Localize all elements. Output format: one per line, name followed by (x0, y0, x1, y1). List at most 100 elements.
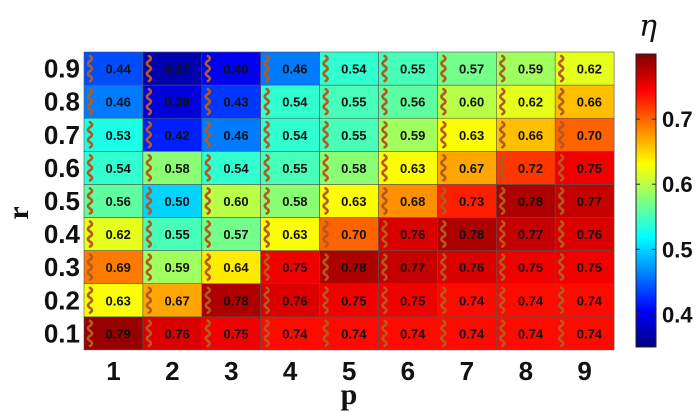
cell-rect (201, 117, 262, 152)
cell-value-label: 0.54 (282, 128, 308, 143)
cell-value-label: 0.74 (577, 326, 603, 341)
cell-value-label: 0.40 (223, 62, 248, 77)
cell-value-label: 0.75 (223, 326, 248, 341)
cell-value-label: 0.74 (282, 326, 308, 341)
polymer-chain-icon (499, 187, 506, 215)
polymer-chain-icon (263, 253, 270, 281)
y-tick-label: 0.7 (44, 120, 80, 150)
heatmap-cell: 0.76 (260, 283, 320, 318)
cell-value-label: 0.54 (341, 62, 367, 77)
polymer-chain-icon (557, 253, 565, 281)
cell-value-label: 0.59 (400, 128, 425, 143)
polymer-chain-icon (145, 87, 153, 116)
heatmap-cell: 0.63 (83, 283, 144, 318)
cell-value-label: 0.77 (400, 260, 425, 275)
cell-rect (260, 217, 320, 251)
cell-value-label: 0.75 (282, 260, 307, 275)
polymer-chain-icon (557, 54, 565, 83)
cell-value-label: 0.74 (400, 326, 426, 341)
polymer-chain-icon (557, 286, 565, 315)
heatmap-cell: 0.62 (495, 84, 556, 119)
cell-value-label: 0.53 (106, 128, 131, 143)
cell-value-label: 0.74 (577, 293, 603, 308)
heatmap-cell: 0.75 (554, 151, 615, 185)
heatmap-cell: 0.54 (83, 151, 144, 185)
heatmap-cell: 0.59 (142, 250, 203, 285)
cell-rect (201, 283, 262, 318)
heatmap-cell: 0.74 (319, 316, 379, 351)
polymer-chain-icon (322, 187, 329, 215)
heatmap-cell: 0.54 (260, 117, 320, 152)
heatmap-cell: 0.54 (201, 151, 262, 185)
polymer-chain-icon (86, 253, 94, 281)
cell-value-label: 0.58 (341, 161, 366, 176)
polymer-chain-icon (263, 120, 270, 149)
cell-value-label: 0.59 (164, 260, 189, 275)
polymer-chain-icon (86, 286, 94, 315)
polymer-chain-icon (557, 319, 565, 348)
cell-value-label: 0.57 (223, 227, 248, 242)
cell-value-label: 0.76 (577, 227, 602, 242)
polymer-chain-icon (440, 187, 447, 215)
cell-rect (142, 316, 203, 351)
polymer-chain-icon (86, 54, 94, 83)
heatmap-cell: 0.62 (83, 217, 144, 251)
polymer-chain-icon (557, 87, 565, 116)
heatmap-cell: 0.55 (319, 84, 379, 119)
cell-rect (201, 151, 262, 185)
cell-rect (201, 84, 262, 119)
heatmap-cell: 0.64 (201, 250, 262, 285)
cell-value-label: 0.63 (282, 227, 307, 242)
polymer-chain-icon (145, 319, 153, 348)
cell-value-label: 0.63 (106, 293, 131, 308)
heatmap-cell: 0.74 (437, 316, 497, 351)
polymer-chain-icon (204, 120, 212, 149)
polymer-chain-icon (204, 319, 212, 348)
heatmap-cell: 0.63 (378, 151, 438, 185)
cell-value-label: 0.74 (518, 326, 544, 341)
cell-rect (437, 117, 497, 152)
cell-rect (554, 84, 615, 119)
cell-rect (437, 51, 497, 86)
cell-rect (495, 84, 556, 119)
heatmap-cell: 0.59 (378, 117, 438, 152)
polymer-chain-icon (381, 54, 388, 83)
cell-value-label: 0.75 (341, 293, 366, 308)
polymer-chain-icon (145, 54, 153, 83)
polymer-chain-icon (204, 54, 212, 83)
cell-value-label: 0.75 (400, 293, 425, 308)
cell-rect (437, 84, 497, 119)
cell-value-label: 0.76 (164, 326, 189, 341)
polymer-chain-icon (440, 220, 447, 248)
cell-rect (554, 217, 615, 251)
heatmap-cell: 0.76 (437, 250, 497, 285)
polymer-chain-icon (204, 187, 212, 215)
heatmap-cell: 0.78 (495, 184, 556, 218)
cell-rect (378, 151, 438, 185)
polymer-chain-icon (381, 154, 388, 182)
cell-value-label: 0.54 (223, 161, 249, 176)
cell-value-label: 0.58 (164, 161, 189, 176)
cell-value-label: 0.58 (282, 194, 307, 209)
heatmap-cell: 0.46 (260, 51, 320, 86)
polymer-chain-icon (204, 253, 212, 281)
cell-rect (260, 283, 320, 318)
cell-value-label: 0.37 (164, 62, 189, 77)
heatmap-cell: 0.77 (378, 250, 438, 285)
polymer-chain-icon (86, 187, 94, 215)
polymer-chain-icon (381, 286, 388, 315)
cell-value-label: 0.67 (164, 293, 189, 308)
cell-rect (437, 217, 497, 251)
cell-rect (142, 151, 203, 185)
cell-rect (260, 84, 320, 119)
cell-value-label: 0.76 (459, 260, 484, 275)
heatmap-cell: 0.74 (437, 283, 497, 318)
cell-value-label: 0.60 (459, 95, 484, 110)
polymer-chain-icon (263, 187, 270, 215)
colorbar-ticks: 0.4 0.5 0.6 0.7 (636, 107, 693, 327)
x-tick-label: 1 (106, 356, 120, 386)
cell-value-label: 0.74 (341, 326, 367, 341)
polymer-chain-icon (204, 87, 212, 116)
cell-value-label: 0.78 (459, 227, 484, 242)
cell-value-label: 0.77 (577, 194, 602, 209)
